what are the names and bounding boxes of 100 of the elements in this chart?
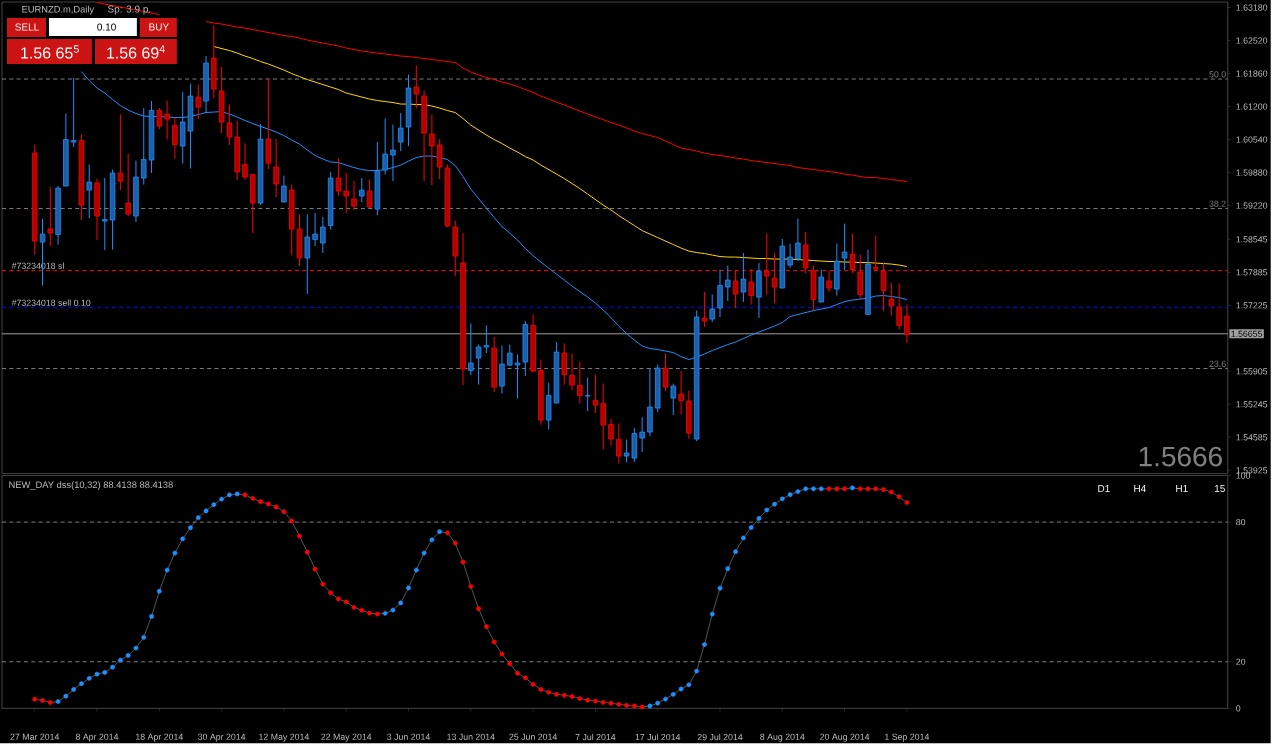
- x-tick-label: 8 Aug 2014: [760, 733, 805, 742]
- candlestick: [320, 216, 326, 254]
- candlestick: [351, 180, 357, 211]
- candlestick: [569, 353, 575, 391]
- candlestick: [273, 138, 279, 198]
- y-tick-label: 1.53925: [1236, 467, 1268, 474]
- candlestick: [141, 107, 147, 186]
- x-tick-label: 3 Jun 2014: [387, 733, 430, 740]
- y-tick-label: 1.59220: [1236, 202, 1268, 209]
- candlestick: [312, 212, 318, 247]
- candlestick: [592, 374, 599, 414]
- annotation: 1.56 65$^{5}$: [21, 45, 79, 59]
- annotation: D1: [1098, 485, 1110, 492]
- x-tick-label: 8 Apr 2014: [75, 733, 119, 742]
- y-tick-label: 1.57225: [1236, 302, 1268, 309]
- candlestick: [577, 361, 583, 405]
- candlestick: [429, 114, 435, 186]
- candlestick: [102, 177, 108, 251]
- candlestick: [195, 84, 201, 120]
- candlestick: [561, 343, 567, 386]
- x-tick-label: 12 May 2014: [259, 733, 310, 742]
- candlestick: [608, 418, 614, 447]
- ref-line-label: #73234018 sell 0.10: [11, 299, 91, 306]
- candlestick: [86, 164, 92, 219]
- y-tick-label: 1.61200: [1236, 103, 1268, 110]
- candlestick: [70, 77, 77, 148]
- candlestick: [616, 423, 622, 465]
- candlestick: [795, 218, 801, 262]
- candlestick: [382, 118, 388, 176]
- annotation: 38.2: [1209, 200, 1226, 207]
- candlestick: [125, 153, 131, 217]
- candlestick: [397, 112, 404, 152]
- candlestick: [164, 100, 170, 141]
- candlestick: [343, 172, 349, 214]
- candlestick: [639, 416, 645, 453]
- candlestick: [304, 214, 311, 295]
- candlestick: [468, 323, 474, 376]
- annotation: 15: [1214, 485, 1225, 493]
- candlestick: [732, 270, 739, 309]
- candlestick: [413, 65, 420, 110]
- candlestick: [172, 117, 178, 160]
- y-tick-label: 1.55245: [1236, 401, 1268, 408]
- candlestick: [904, 304, 910, 344]
- text: NEW_DAY dss(10,32) 88.4138 88.4138: [9, 481, 173, 490]
- x-tick-label: 17 Jul 2014: [635, 733, 681, 741]
- candlestick: [600, 383, 606, 451]
- x-tick-label: 30 Apr 2014: [198, 733, 246, 742]
- annotation: 0.10: [97, 23, 116, 31]
- x-tick-label: 29 Jul 2014: [697, 733, 743, 741]
- y-tick-label: 80: [1236, 518, 1246, 526]
- candlestick: [366, 179, 373, 209]
- candlestick: [841, 223, 848, 271]
- candlestick: [584, 377, 591, 412]
- y-tick-label: 1.54585: [1236, 434, 1268, 441]
- candlestick: [717, 269, 723, 318]
- annotation: H4: [1134, 485, 1146, 492]
- x-tick-label: 1 Sep 2014: [885, 733, 930, 742]
- x-tick-label: 13 Jun 2014: [447, 733, 495, 740]
- candlestick: [390, 124, 396, 182]
- candlestick: [662, 353, 669, 392]
- chart-title: EURNZD.m,Daily: [22, 5, 95, 15]
- x-tick-label: 25 Jun 2014: [509, 733, 558, 740]
- candlestick: [740, 252, 747, 303]
- annotation: BUY: [149, 23, 169, 31]
- annotation: 23.6: [1209, 360, 1226, 367]
- y-tick-label: 1.57885: [1236, 269, 1268, 276]
- x-tick-label: 22 May 2014: [321, 733, 372, 742]
- y-tick-label: 1.55905: [1236, 368, 1268, 375]
- candlestick: [359, 177, 365, 203]
- candlestick: [896, 283, 902, 331]
- ref-line-label: 1.56655: [1231, 330, 1263, 337]
- y-tick-label: 0: [1236, 705, 1241, 712]
- candlestick: [709, 294, 715, 323]
- annotation: 1.5666: [1139, 446, 1222, 467]
- x-tick-label: 7 Jul 2014: [575, 733, 616, 741]
- candlestick: [725, 265, 731, 302]
- candlestick: [335, 157, 342, 197]
- candlestick: [888, 282, 895, 317]
- annotation: 50.0: [1209, 71, 1226, 78]
- candlestick: [499, 345, 505, 395]
- candlestick: [242, 143, 248, 181]
- candlestick: [117, 114, 124, 191]
- y-tick-label: 1.63180: [1236, 4, 1268, 11]
- candlestick: [787, 243, 793, 269]
- y-tick-label: 20: [1236, 658, 1246, 665]
- y-tick-label: 1.60540: [1236, 136, 1268, 143]
- y-tick-label: 1.59880: [1236, 169, 1268, 176]
- candlestick: [47, 186, 54, 247]
- x-tick-label: 18 Apr 2014: [136, 733, 183, 742]
- candlestick: [281, 175, 287, 203]
- candlestick: [701, 291, 708, 328]
- y-tick-label: 1.58545: [1236, 236, 1268, 243]
- candlestick: [678, 370, 684, 416]
- annotation: H1: [1176, 485, 1188, 492]
- y-tick-label: 1.61860: [1236, 70, 1268, 77]
- x-tick-label: 27 Mar 2014: [10, 733, 60, 740]
- annotation: 1.56 69$^{4}$: [107, 45, 165, 59]
- x-tick-label: 20 Aug 2014: [820, 733, 870, 742]
- candlestick: [156, 107, 163, 130]
- y-tick-label: 100: [1236, 472, 1251, 479]
